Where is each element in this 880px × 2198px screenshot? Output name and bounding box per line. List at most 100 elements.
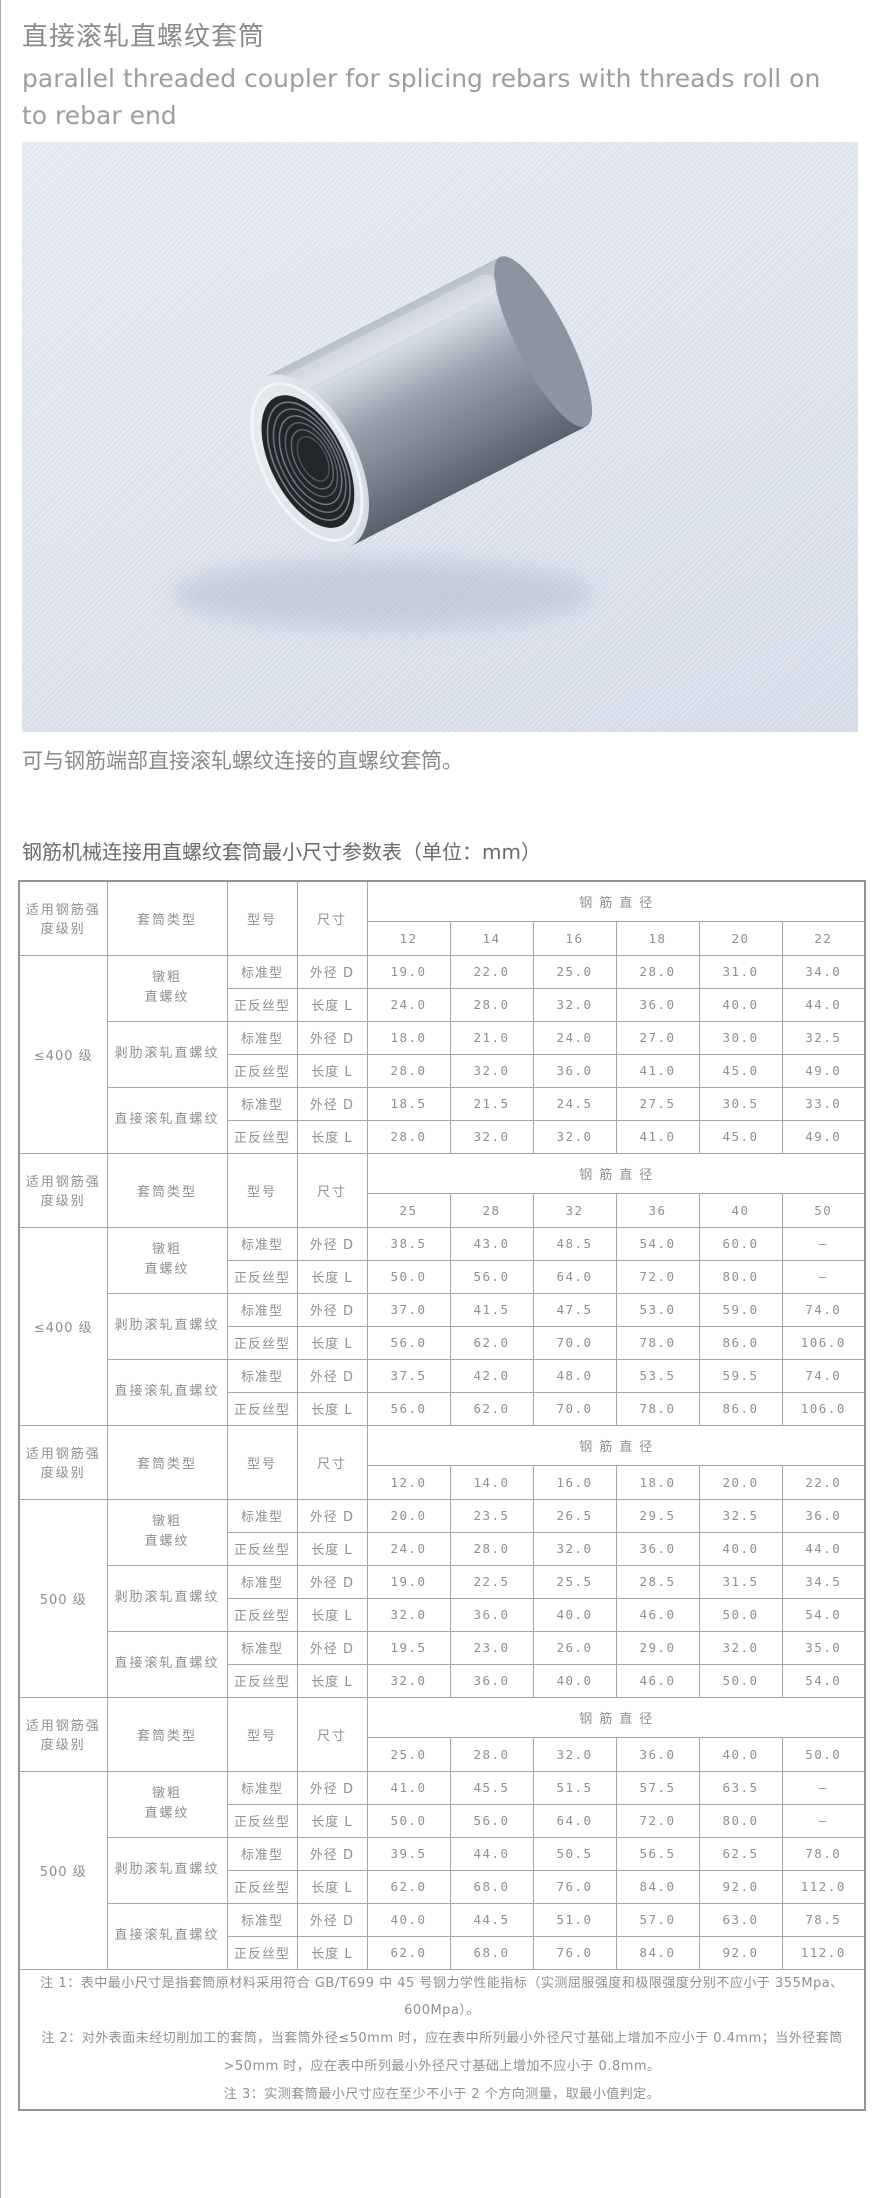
outer-diameter-label-cell: 外径 D	[296, 954, 368, 989]
value-cell: 54.0	[781, 1663, 866, 1698]
length-label-cell: 长度 L	[296, 1935, 368, 1970]
notes-row: 注 1：表中最小尺寸是指套筒原材料采用符合 GB/T699 中 45 号钢力学性…	[18, 1968, 866, 2111]
value-cell: 32.0	[449, 1119, 534, 1154]
value-cell: 32.0	[449, 1053, 534, 1088]
value-cell: 45.5	[449, 1770, 534, 1805]
coupler-type-cell: 镦粗 直螺纹	[106, 954, 228, 1022]
value-cell: —	[781, 1803, 866, 1838]
coupler-type-cell: 直接滚轧直螺纹	[106, 1902, 228, 1970]
value-cell: 68.0	[449, 1869, 534, 1904]
value-cell: 56.5	[615, 1836, 700, 1871]
model-reverse-cell: 正反丝型	[226, 1119, 298, 1154]
value-cell: 56.0	[366, 1391, 451, 1426]
table-row: 剥肋滚轧直螺纹 标准型 外径 D 19.0 22.5 25.5 28.5 31.5 34.5	[19, 1564, 866, 1632]
outer-diameter-label-cell: 外径 D	[296, 1292, 368, 1327]
value-cell: —	[781, 1226, 866, 1261]
col-header-strength: 适用钢筋强度级别	[18, 1696, 108, 1772]
table-row: 正反丝型 长度 L 50.0 56.0 64.0 72.0 80.0—	[19, 1259, 866, 1294]
model-reverse-cell: 正反丝型	[226, 1053, 298, 1088]
model-reverse-cell: 正反丝型	[226, 1597, 298, 1632]
value-cell: 92.0	[698, 1935, 783, 1970]
section-header-row: 适用钢筋强度级别 套筒类型 型号 尺寸 钢筋直径	[18, 880, 866, 956]
diameter-header-cell: 50	[781, 1192, 866, 1228]
value-cell: 62.0	[449, 1325, 534, 1360]
value-cell: 31.5	[698, 1564, 783, 1599]
col-header-rebar-diameter: 钢筋直径	[366, 880, 866, 922]
value-cell: 41.5	[449, 1292, 534, 1327]
value-cell: 72.0	[615, 1259, 700, 1294]
length-label-cell: 长度 L	[296, 987, 368, 1022]
diameter-header-cell: 32	[532, 1192, 617, 1228]
value-cell: 44.5	[449, 1902, 534, 1937]
diameter-subheader-row: 12.0 14.0 16.0 18.0 20.0 22.0	[19, 1464, 866, 1500]
diameter-header-cell: 20.0	[698, 1464, 783, 1500]
value-cell: 18.0	[366, 1020, 451, 1055]
model-reverse-cell: 正反丝型	[226, 1259, 298, 1294]
value-cell: 24.0	[532, 1020, 617, 1055]
value-cell: 74.0	[781, 1358, 866, 1393]
value-cell: 32.0	[698, 1630, 783, 1665]
value-cell: 46.0	[615, 1597, 700, 1632]
coupler-face-bevel	[250, 382, 364, 542]
value-cell: 29.5	[615, 1498, 700, 1533]
diameter-header-cell: 12.0	[366, 1464, 451, 1500]
model-standard-cell: 标准型	[226, 1020, 298, 1055]
coupler-type-cell: 镦粗 直螺纹	[106, 1226, 228, 1294]
model-reverse-cell: 正反丝型	[226, 1663, 298, 1698]
value-cell: 45.0	[698, 1119, 783, 1154]
value-cell: 63.0	[698, 1902, 783, 1937]
outer-diameter-label-cell: 外径 D	[296, 1836, 368, 1871]
value-cell: 32.0	[532, 987, 617, 1022]
coupler-graphic	[172, 256, 593, 628]
length-label-cell: 长度 L	[296, 1053, 368, 1088]
value-cell: 106.0	[781, 1391, 866, 1426]
value-cell: 37.5	[366, 1358, 451, 1393]
thread-ring	[272, 408, 347, 514]
value-cell: 25.0	[532, 954, 617, 989]
col-header-model: 型号	[226, 1696, 298, 1772]
coupler-type-cell: 剥肋滚轧直螺纹	[106, 1836, 228, 1904]
value-cell: 32.0	[532, 1531, 617, 1566]
value-cell: 26.5	[532, 1498, 617, 1533]
value-cell: 50.0	[366, 1259, 451, 1294]
value-cell: 21.0	[449, 1020, 534, 1055]
product-photo	[22, 142, 858, 732]
value-cell: 112.0	[781, 1869, 866, 1904]
thread-ring	[278, 415, 343, 506]
value-cell: 62.0	[366, 1869, 451, 1904]
coupler-type-cell: 直接滚轧直螺纹	[106, 1630, 228, 1698]
table-row: 剥肋滚轧直螺纹 标准型 外径 D 37.0 41.5 47.5 53.0 59.0 74.0	[19, 1292, 866, 1360]
table-row: 直接滚轧直螺纹 标准型 外径 D 18.5 21.5 24.5 27.5 30.5 33.0	[19, 1086, 866, 1154]
table-row: 正反丝型 长度 L 56.0 62.0 70.0 78.0 86.0 106.0	[19, 1391, 866, 1426]
model-standard-cell: 标准型	[226, 1770, 298, 1805]
value-cell: 24.0	[366, 987, 451, 1022]
table-row: 剥肋滚轧直螺纹 标准型 外径 D 39.5 44.0 50.5 56.5 62.5 78.0	[19, 1836, 866, 1904]
section-header-row: 适用钢筋强度级别 套筒类型 型号 尺寸 钢筋直径	[18, 1152, 866, 1228]
value-cell: 30.5	[698, 1086, 783, 1121]
coupler-shadow	[172, 560, 592, 628]
diameter-header-cell: 36	[615, 1192, 700, 1228]
value-cell: 23.5	[449, 1498, 534, 1533]
length-label-cell: 长度 L	[296, 1869, 368, 1904]
col-header-coupler-type: 套筒类型	[106, 1696, 228, 1772]
outer-diameter-label-cell: 外径 D	[296, 1630, 368, 1665]
value-cell: 59.5	[698, 1358, 783, 1393]
coupler-back-cap	[494, 256, 593, 428]
value-cell: 80.0	[698, 1803, 783, 1838]
value-cell: 54.0	[781, 1597, 866, 1632]
value-cell: 78.5	[781, 1902, 866, 1937]
page-subtitle-en: parallel threaded coupler for splicing r…	[22, 64, 821, 130]
diameter-header-cell: 32.0	[532, 1736, 617, 1772]
model-reverse-cell: 正反丝型	[226, 1391, 298, 1426]
value-cell: 32.0	[532, 1119, 617, 1154]
section-header-row: 适用钢筋强度级别 套筒类型 型号 尺寸 钢筋直径	[18, 1424, 866, 1500]
value-cell: 27.0	[615, 1020, 700, 1055]
diameter-header-cell: 20	[698, 920, 783, 956]
value-cell: 51.0	[532, 1902, 617, 1937]
table-row: 正反丝型 长度 L 24.0 28.0 32.0 36.0 40.0 44.0	[19, 987, 866, 1022]
value-cell: 50.5	[532, 1836, 617, 1871]
table-row: 直接滚轧直螺纹 标准型 外径 D 40.0 44.5 51.0 57.0 63.0 78.5	[19, 1902, 866, 1970]
value-cell: 31.0	[698, 954, 783, 989]
value-cell: 44.0	[781, 987, 866, 1022]
length-label-cell: 长度 L	[296, 1597, 368, 1632]
